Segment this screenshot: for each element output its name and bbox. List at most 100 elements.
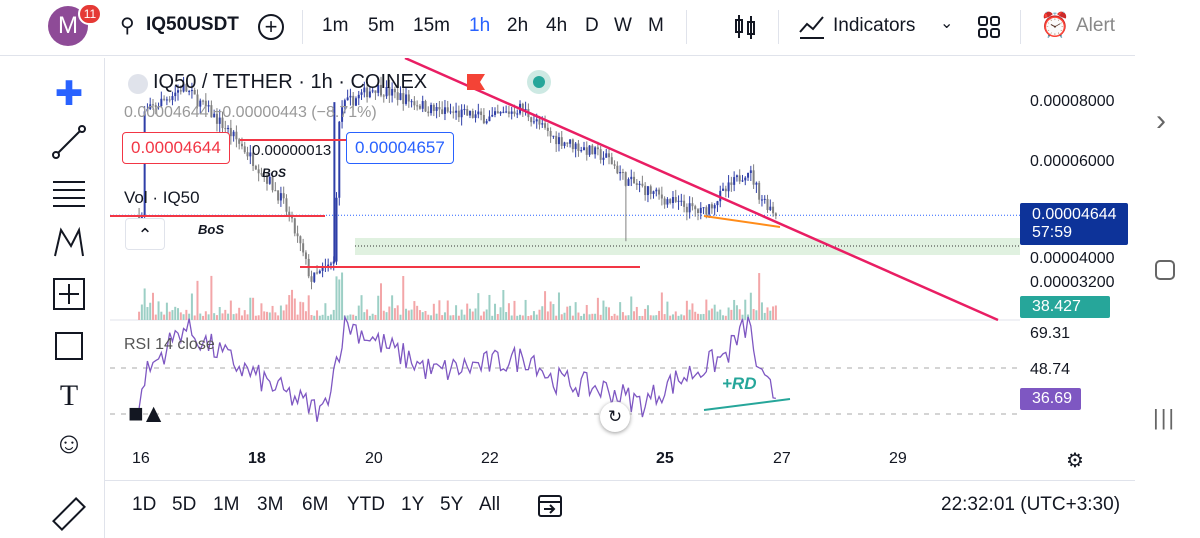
candle-body <box>271 176 274 191</box>
range-ytd[interactable]: YTD <box>347 494 385 515</box>
search-icon[interactable]: ⚲ <box>120 15 135 37</box>
volume-bar <box>324 303 327 320</box>
buy-button[interactable]: 0.00004657 <box>346 132 454 164</box>
chart-canvas[interactable] <box>110 58 1135 438</box>
range-6m[interactable]: 6M <box>302 494 329 515</box>
candle-body <box>713 205 716 209</box>
volume-bar <box>677 315 680 320</box>
candle-body <box>480 111 483 115</box>
candle-body <box>151 104 154 106</box>
bos-label: BoS <box>198 222 224 237</box>
range-5d[interactable]: 5D <box>172 494 197 515</box>
candle-body <box>594 147 597 155</box>
volume-bar <box>202 315 205 320</box>
range-5y[interactable]: 5Y <box>440 494 464 515</box>
reset-chart-icon[interactable]: ↻ <box>600 402 630 432</box>
candle-body <box>571 139 574 150</box>
candle-body <box>363 87 366 93</box>
go-to-date-icon[interactable] <box>536 491 564 519</box>
candle-body <box>649 186 652 194</box>
tf-1m[interactable]: 1m <box>322 15 349 36</box>
ruler-icon[interactable] <box>51 496 87 532</box>
volume-bar <box>535 314 538 320</box>
candle-body <box>549 130 552 137</box>
alert-button[interactable]: Alert <box>1076 15 1116 36</box>
volume-bar <box>660 292 663 320</box>
candle-body <box>760 199 763 201</box>
volume-bar <box>635 306 638 320</box>
range-1y[interactable]: 1Y <box>401 494 425 515</box>
chevron-down-icon[interactable]: ⌄ <box>940 15 954 32</box>
candles-icon[interactable] <box>733 14 757 40</box>
layout-grid-icon[interactable] <box>977 15 1001 39</box>
collapse-legend-button[interactable]: ⌃ <box>125 218 165 250</box>
candle-body <box>741 180 744 182</box>
volume-bar <box>724 315 727 320</box>
candle-body <box>466 109 469 116</box>
volume-bar <box>772 306 775 320</box>
flag-icon[interactable] <box>465 72 487 92</box>
range-1d[interactable]: 1D <box>132 494 157 515</box>
tf-4h[interactable]: 4h <box>546 15 568 36</box>
volume-bar <box>494 303 497 320</box>
candle-body <box>288 211 291 216</box>
range-3m[interactable]: 3M <box>257 494 284 515</box>
volume-bar <box>696 313 699 320</box>
volume-bar <box>582 313 585 320</box>
back-nav-icon[interactable]: › <box>1156 104 1166 137</box>
volume-bar <box>163 314 166 320</box>
settings-icon[interactable]: ⚙ <box>1066 450 1084 472</box>
candle-body <box>491 114 494 117</box>
fib-retracement-icon[interactable] <box>51 176 87 212</box>
tf-m[interactable]: M <box>648 15 664 36</box>
tf-w[interactable]: W <box>614 15 632 36</box>
emoji-icon[interactable]: ☺ <box>53 427 85 460</box>
volume-bar <box>185 309 188 320</box>
candle-body <box>524 108 527 110</box>
home-nav-icon[interactable] <box>1155 260 1175 280</box>
range-all[interactable]: All <box>479 494 501 515</box>
crosshair-icon[interactable]: ✚ <box>54 75 84 113</box>
tf-5m[interactable]: 5m <box>368 15 395 36</box>
candle-body <box>457 110 460 118</box>
sell-button[interactable]: 0.00004644 <box>122 132 230 164</box>
pattern-icon[interactable] <box>51 224 87 260</box>
measure-icon[interactable] <box>51 276 87 312</box>
candle-body <box>329 263 332 265</box>
candle-body <box>560 137 563 146</box>
shapes-icon[interactable] <box>51 328 87 364</box>
alarm-clock-icon[interactable]: ⏰ <box>1040 12 1070 39</box>
symbol-search[interactable]: IQ50USDT <box>146 14 239 35</box>
candle-body <box>772 206 775 214</box>
clock-timezone[interactable]: 22:32:01 (UTC+3:30) <box>941 494 1121 515</box>
tf-2h[interactable]: 2h <box>507 15 529 36</box>
recents-nav-icon[interactable]: ||| <box>1153 405 1177 430</box>
candle-body <box>204 100 207 107</box>
candle-body <box>702 207 705 209</box>
volume-bar <box>177 308 180 320</box>
text-tool-icon[interactable]: T <box>59 379 79 412</box>
price-tick: 0.00003200 <box>1030 274 1115 291</box>
volume-bar <box>304 311 307 320</box>
volume-bar <box>716 311 719 320</box>
add-symbol-button[interactable]: + <box>258 14 284 40</box>
candle-body <box>671 197 674 204</box>
tf-d[interactable]: D <box>585 15 599 36</box>
candle-body <box>638 183 641 185</box>
volume-bar <box>774 305 777 320</box>
volume-bar <box>477 293 480 320</box>
range-1m[interactable]: 1M <box>213 494 240 515</box>
indicators-icon[interactable] <box>798 14 826 40</box>
tf-1h[interactable]: 1h <box>469 15 491 36</box>
volume-bar <box>138 311 141 320</box>
volume-bar <box>380 283 383 320</box>
indicators-button[interactable]: Indicators <box>833 15 916 36</box>
candle-body <box>296 233 299 237</box>
trend-line-icon[interactable] <box>51 124 87 160</box>
volume-bar <box>580 315 583 320</box>
volume-bar <box>744 299 747 320</box>
tf-15m[interactable]: 15m <box>413 15 450 36</box>
candle-body <box>335 197 338 262</box>
volume-bar <box>455 305 458 320</box>
candle-body <box>735 175 738 178</box>
